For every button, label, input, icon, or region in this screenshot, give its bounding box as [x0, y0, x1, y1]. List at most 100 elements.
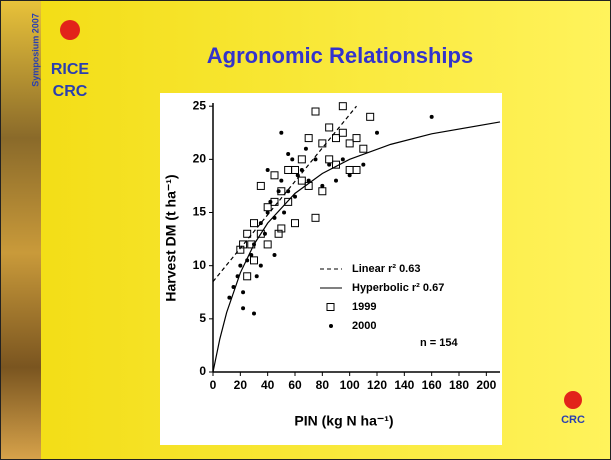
point: [332, 134, 340, 143]
point: [276, 189, 281, 194]
point: [304, 134, 313, 143]
annotation: n = 154: [420, 337, 458, 349]
point: [238, 263, 243, 268]
point: [345, 139, 354, 148]
y-tick-label: 20: [193, 152, 207, 166]
point: [361, 162, 366, 167]
point: [274, 229, 283, 238]
point: [268, 199, 273, 204]
point: [250, 256, 258, 265]
point: [303, 146, 308, 151]
rice-image: [1, 1, 41, 459]
legend-label: 1999: [352, 301, 376, 313]
legend-label: 2000: [352, 320, 376, 332]
x-tick-label: 60: [288, 378, 302, 392]
point: [299, 167, 304, 172]
point: [352, 165, 361, 174]
point: [366, 112, 375, 121]
point: [290, 157, 295, 162]
point: [245, 258, 250, 263]
point: [227, 295, 232, 300]
point: [272, 253, 277, 258]
point: [429, 114, 434, 119]
point: [297, 155, 306, 164]
point: [250, 219, 258, 228]
point: [291, 219, 299, 228]
point: [279, 178, 284, 183]
y-tick-label: 5: [199, 311, 206, 325]
point: [241, 306, 246, 311]
legend-marker: [329, 324, 333, 328]
point: [291, 165, 299, 174]
logo-text: RICE: [51, 61, 90, 78]
y-tick-label: 10: [193, 258, 207, 272]
point: [318, 139, 327, 148]
point: [277, 224, 286, 233]
point: [313, 157, 318, 162]
point: [320, 183, 325, 188]
point: [325, 123, 334, 132]
point: [262, 231, 267, 236]
legend-marker: [326, 303, 335, 311]
x-tick-label: 120: [367, 378, 387, 392]
x-tick-label: 140: [394, 378, 414, 392]
point: [338, 128, 347, 137]
point: [306, 178, 311, 183]
legend-label: Hyperbolic r² 0.67: [352, 282, 444, 294]
point: [311, 107, 320, 116]
y-tick-label: 25: [193, 98, 207, 112]
x-tick-label: 20: [234, 378, 248, 392]
point: [239, 240, 248, 249]
x-tick-label: 80: [316, 378, 330, 392]
x-tick-label: 180: [449, 378, 469, 392]
point: [327, 162, 332, 167]
point: [252, 311, 256, 316]
point: [263, 240, 272, 249]
point: [332, 160, 340, 169]
logo-text: CRC: [53, 83, 88, 100]
point: [347, 173, 352, 178]
y-axis-label: Harvest DM (t ha⁻¹): [163, 174, 179, 301]
point: [243, 272, 252, 281]
point: [340, 157, 345, 162]
point: [270, 171, 279, 180]
point: [279, 130, 284, 135]
point: [258, 221, 263, 226]
point: [272, 215, 277, 220]
point: [235, 274, 240, 279]
chart-title: Agronomic Relationships: [207, 43, 473, 68]
point: [375, 130, 379, 135]
point: [265, 167, 270, 172]
x-axis-label: PIN (kg N ha⁻¹): [294, 413, 393, 429]
legend-label: Linear r² 0.63: [352, 263, 420, 275]
point: [258, 263, 263, 268]
footer-logo-sun: [564, 391, 582, 409]
y-tick-label: 0: [199, 364, 206, 378]
point: [293, 194, 297, 199]
point: [254, 274, 259, 279]
point: [241, 290, 246, 295]
point: [249, 253, 254, 258]
x-tick-label: 160: [422, 378, 442, 392]
logo-sun: [60, 20, 80, 40]
point: [265, 210, 270, 215]
point: [297, 176, 306, 185]
point: [334, 178, 338, 183]
plot: 0 20 40 60 80 100 120 140 160 180 2000510152025Lin…: [193, 98, 501, 392]
point: [252, 242, 256, 247]
point: [231, 284, 236, 289]
fit-line: [212, 121, 501, 373]
x-tick-label: 100: [340, 378, 360, 392]
point: [352, 134, 361, 143]
point: [295, 173, 300, 178]
footer-logo-text: CRC: [561, 414, 585, 426]
logo-text: Symposium 2007: [30, 13, 40, 87]
point: [359, 144, 368, 153]
point: [286, 152, 291, 157]
point: [338, 102, 347, 111]
x-tick-label: 200: [476, 378, 496, 392]
point: [236, 245, 245, 254]
x-tick-label: 40: [261, 378, 275, 392]
